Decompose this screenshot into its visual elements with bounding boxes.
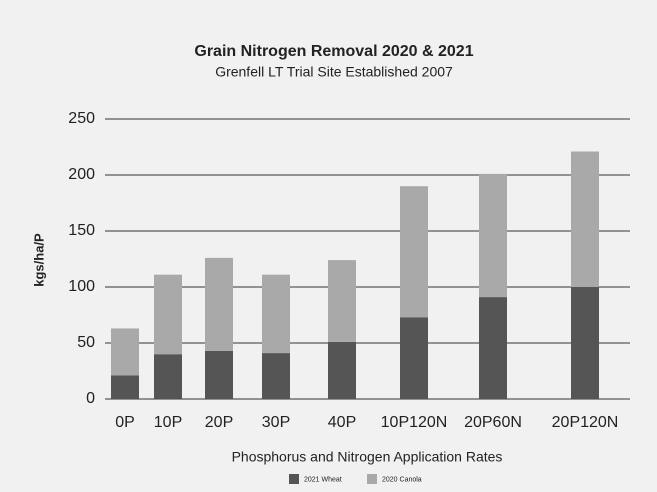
y-tick-label: 150	[68, 222, 95, 239]
bar-segment	[328, 260, 356, 342]
x-tick-label: 10P	[154, 414, 182, 431]
bar-segment	[154, 354, 182, 399]
y-tick-label: 0	[86, 390, 95, 407]
x-tick-label: 20P60N	[464, 414, 522, 431]
bar-segment	[262, 274, 290, 354]
x-axis-label: Phosphorus and Nitrogen Application Rate…	[232, 449, 503, 465]
bar-segment	[479, 173, 507, 298]
chart-title: Grain Nitrogen Removal 2020 & 2021	[194, 43, 473, 60]
x-tick-label: 40P	[328, 414, 356, 431]
bar-segment	[205, 257, 233, 351]
x-tick-label: 0P	[115, 414, 135, 431]
bar-segment	[400, 317, 428, 399]
legend-label: 2021 Wheat	[304, 476, 342, 483]
y-tick-label: 250	[68, 110, 95, 127]
bar-segment	[111, 328, 139, 376]
bar-segment	[571, 287, 599, 399]
legend-swatch	[367, 474, 377, 484]
x-tick-label: 30P	[262, 414, 290, 431]
y-tick-label: 100	[68, 278, 95, 295]
x-tick-label: 20P120N	[552, 414, 619, 431]
chart-subtitle: Grenfell LT Trial Site Established 2007	[215, 64, 453, 80]
x-tick-label: 10P120N	[381, 414, 448, 431]
x-tick-label: 20P	[205, 414, 233, 431]
bar-segment	[400, 186, 428, 318]
bar-segment	[328, 341, 356, 399]
y-tick-label: 50	[77, 334, 95, 351]
bar-segment	[262, 353, 290, 399]
y-axis-label: kgs/ha/P	[31, 233, 46, 287]
bar-segment	[111, 375, 139, 399]
legend-swatch	[289, 474, 299, 484]
bar-segment	[205, 350, 233, 399]
legend-label: 2020 Canola	[382, 476, 422, 483]
y-tick-label: 200	[68, 166, 95, 183]
bar-segment	[154, 274, 182, 355]
bar-segment	[479, 297, 507, 399]
bar-segment	[571, 151, 599, 287]
